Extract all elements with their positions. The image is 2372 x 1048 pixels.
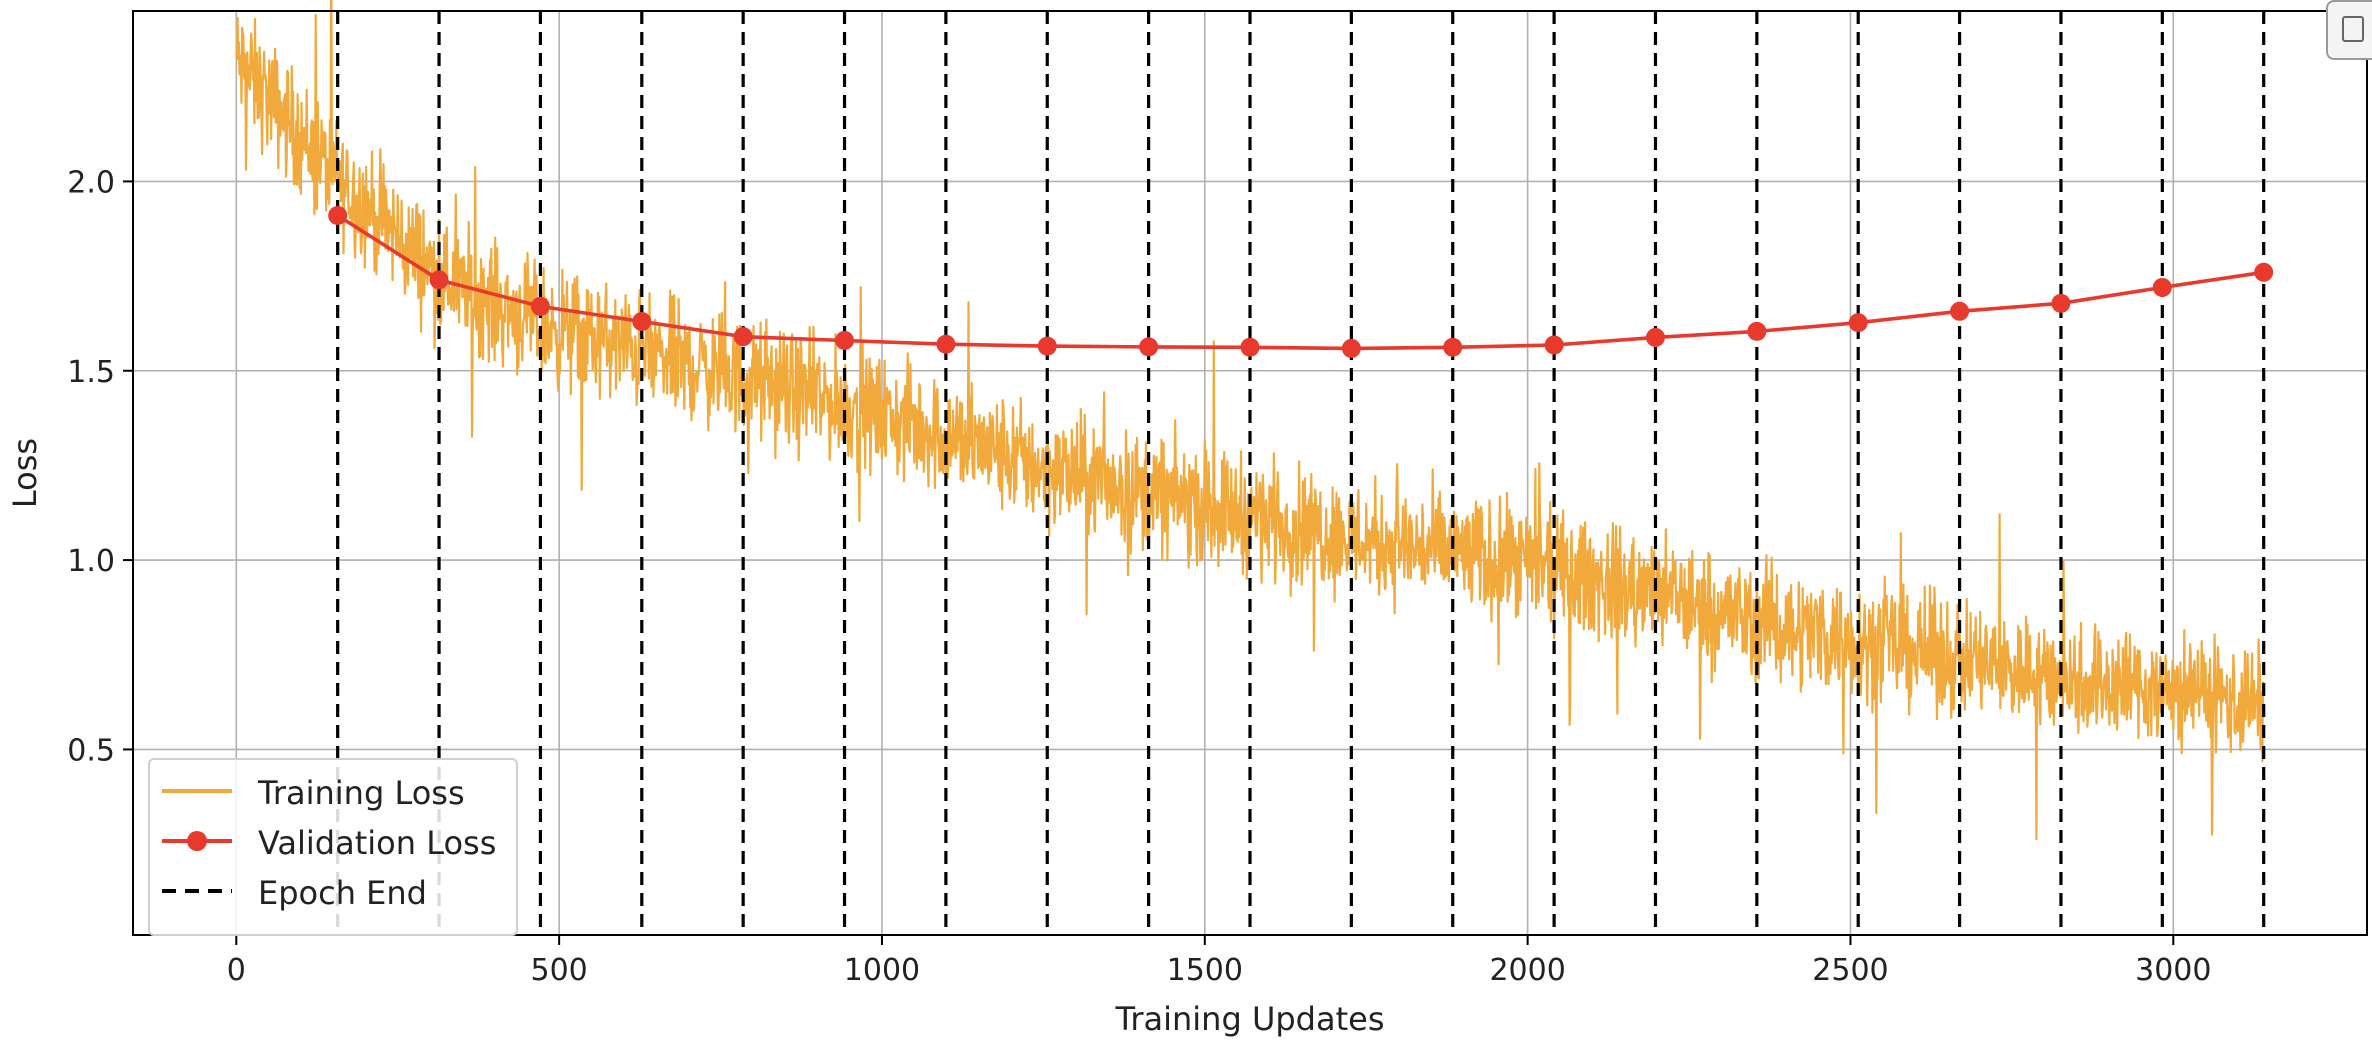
validation-point xyxy=(1848,313,1868,333)
validation-point xyxy=(1240,337,1260,357)
copy-icon[interactable] xyxy=(2326,0,2372,60)
validation-point xyxy=(530,296,550,316)
x-tick-label: 2500 xyxy=(1812,953,1888,988)
axis-ticks: 0 500 1000 1500 2000 2500 3000 0.5 1.0 1.5 2.0 xyxy=(67,165,2211,988)
legend-label-validation: Validation Loss xyxy=(258,824,497,862)
validation-point xyxy=(733,327,753,347)
validation-point xyxy=(1443,337,1463,357)
legend-swatch-epoch xyxy=(162,889,232,893)
x-tick-label: 1500 xyxy=(1167,953,1243,988)
legend-item-validation-loss: Validation Loss xyxy=(150,818,516,864)
validation-loss-line xyxy=(336,213,2264,351)
legend: Training Loss Validation Loss Epoch End xyxy=(148,758,518,936)
y-axis-label: Loss xyxy=(6,438,44,508)
x-tick-label: 3000 xyxy=(2135,953,2211,988)
validation-point xyxy=(936,334,956,354)
validation-point xyxy=(835,330,855,350)
y-tick-label: 2.0 xyxy=(67,165,115,200)
legend-item-training-loss: Training Loss xyxy=(150,768,516,814)
x-axis-label: Training Updates xyxy=(1115,1000,1385,1038)
legend-label-training: Training Loss xyxy=(258,774,465,812)
legend-item-epoch-end: Epoch End xyxy=(150,868,516,914)
y-tick-label: 0.5 xyxy=(67,733,115,768)
y-tick-label: 1.0 xyxy=(67,544,115,579)
validation-point xyxy=(632,312,652,332)
validation-point xyxy=(2051,293,2071,313)
validation-point xyxy=(429,270,449,290)
validation-loss-series xyxy=(328,205,2274,358)
validation-point xyxy=(2152,277,2172,297)
x-tick-label: 1000 xyxy=(844,953,920,988)
x-tick-label: 0 xyxy=(227,953,246,988)
validation-point xyxy=(1139,337,1159,357)
validation-point xyxy=(1037,336,1057,356)
y-tick-label: 1.5 xyxy=(67,355,115,390)
validation-point xyxy=(328,205,348,225)
validation-point xyxy=(1341,338,1361,358)
validation-point xyxy=(2254,262,2274,282)
legend-label-epoch: Epoch End xyxy=(258,874,427,912)
validation-point xyxy=(1645,327,1665,347)
x-tick-label: 2000 xyxy=(1489,953,1565,988)
legend-swatch-validation xyxy=(162,831,232,851)
epoch-end-series xyxy=(336,11,2266,935)
validation-point xyxy=(1950,301,1970,321)
x-tick-label: 500 xyxy=(531,953,588,988)
plot-frame xyxy=(132,10,2368,936)
validation-point xyxy=(1747,321,1767,341)
legend-swatch-training xyxy=(162,789,232,793)
validation-point xyxy=(1544,335,1564,355)
